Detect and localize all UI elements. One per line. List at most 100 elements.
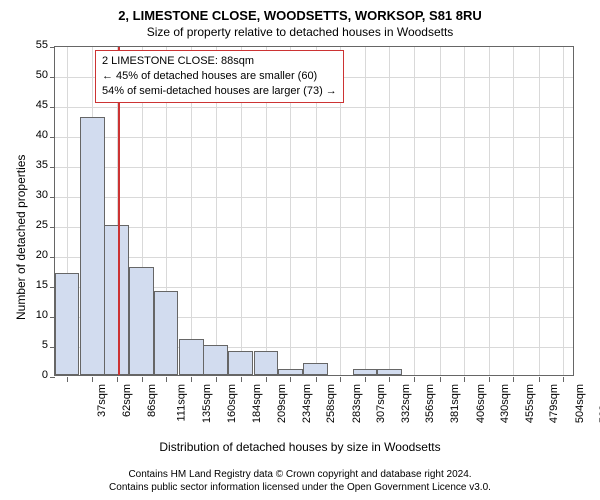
histogram-bar xyxy=(353,369,378,375)
grid-line-h xyxy=(55,137,573,138)
histogram-bar xyxy=(203,345,228,375)
grid-line-v xyxy=(464,47,465,375)
y-tick-mark xyxy=(50,227,55,228)
y-tick-label: 15 xyxy=(0,279,48,291)
histogram-bar xyxy=(104,225,129,375)
y-tick-label: 35 xyxy=(0,159,48,171)
y-tick-mark xyxy=(50,107,55,108)
grid-line-v xyxy=(414,47,415,375)
x-tick-label: 430sqm xyxy=(499,384,511,423)
y-tick-label: 45 xyxy=(0,99,48,111)
x-tick-mark xyxy=(290,377,291,382)
x-tick-label: 504sqm xyxy=(574,384,586,423)
x-tick-mark xyxy=(489,377,490,382)
info-box: 2 LIMESTONE CLOSE: 88sqm← 45% of detache… xyxy=(95,50,344,103)
y-axis-label: Number of detached properties xyxy=(14,155,28,320)
x-axis-label: Distribution of detached houses by size … xyxy=(0,440,600,454)
x-tick-label: 356sqm xyxy=(424,384,436,423)
histogram-bar xyxy=(254,351,279,375)
footer-line2: Contains public sector information licen… xyxy=(0,481,600,494)
x-tick-mark xyxy=(316,377,317,382)
histogram-bar xyxy=(129,267,154,375)
x-tick-label: 406sqm xyxy=(475,384,487,423)
x-tick-label: 234sqm xyxy=(301,384,313,423)
histogram-bar xyxy=(80,117,105,375)
x-tick-label: 160sqm xyxy=(226,384,238,423)
x-tick-label: 62sqm xyxy=(121,384,133,417)
histogram-bar xyxy=(228,351,253,375)
histogram-bar xyxy=(55,273,80,375)
y-tick-label: 50 xyxy=(0,69,48,81)
y-tick-label: 0 xyxy=(0,369,48,381)
x-tick-mark xyxy=(67,377,68,382)
histogram-bar xyxy=(154,291,179,375)
y-tick-mark xyxy=(50,377,55,378)
x-tick-label: 381sqm xyxy=(450,384,462,423)
y-tick-label: 10 xyxy=(0,309,48,321)
x-tick-mark xyxy=(389,377,390,382)
x-tick-label: 37sqm xyxy=(96,384,108,417)
x-tick-mark xyxy=(340,377,341,382)
x-tick-label: 86sqm xyxy=(146,384,158,417)
x-tick-label: 307sqm xyxy=(375,384,387,423)
y-tick-mark xyxy=(50,197,55,198)
x-tick-mark xyxy=(166,377,167,382)
y-tick-label: 20 xyxy=(0,249,48,261)
y-tick-mark xyxy=(50,77,55,78)
grid-line-v xyxy=(440,47,441,375)
chart-container: 2, LIMESTONE CLOSE, WOODSETTS, WORKSOP, … xyxy=(0,0,600,500)
y-tick-label: 30 xyxy=(0,189,48,201)
x-tick-mark xyxy=(216,377,217,382)
histogram-bar xyxy=(179,339,204,375)
histogram-bar xyxy=(303,363,328,375)
title-sub: Size of property relative to detached ho… xyxy=(0,23,600,39)
grid-line-h xyxy=(55,167,573,168)
x-tick-label: 209sqm xyxy=(276,384,288,423)
grid-line-v xyxy=(513,47,514,375)
y-tick-mark xyxy=(50,167,55,168)
grid-line-v xyxy=(489,47,490,375)
grid-line-v xyxy=(563,47,564,375)
y-tick-label: 5 xyxy=(0,339,48,351)
grid-line-v xyxy=(365,47,366,375)
x-tick-mark xyxy=(241,377,242,382)
x-tick-mark xyxy=(92,377,93,382)
info-box-line: 2 LIMESTONE CLOSE: 88sqm xyxy=(102,54,337,69)
histogram-bar xyxy=(377,369,402,375)
y-tick-mark xyxy=(50,137,55,138)
x-tick-mark xyxy=(142,377,143,382)
x-tick-mark xyxy=(563,377,564,382)
x-tick-mark xyxy=(191,377,192,382)
x-tick-mark xyxy=(464,377,465,382)
x-tick-mark xyxy=(365,377,366,382)
y-tick-mark xyxy=(50,257,55,258)
x-tick-mark xyxy=(539,377,540,382)
x-tick-label: 455sqm xyxy=(524,384,536,423)
info-box-line: 54% of semi-detached houses are larger (… xyxy=(102,84,337,99)
x-tick-label: 184sqm xyxy=(251,384,263,423)
footer: Contains HM Land Registry data © Crown c… xyxy=(0,468,600,494)
grid-line-h xyxy=(55,257,573,258)
y-tick-label: 25 xyxy=(0,219,48,231)
x-tick-mark xyxy=(513,377,514,382)
x-tick-label: 111sqm xyxy=(175,384,187,422)
y-tick-label: 55 xyxy=(0,39,48,51)
grid-line-h xyxy=(55,197,573,198)
grid-line-h xyxy=(55,107,573,108)
histogram-bar xyxy=(278,369,303,375)
x-tick-mark xyxy=(266,377,267,382)
x-tick-label: 283sqm xyxy=(351,384,363,423)
grid-line-v xyxy=(389,47,390,375)
footer-line1: Contains HM Land Registry data © Crown c… xyxy=(0,468,600,481)
y-tick-label: 40 xyxy=(0,129,48,141)
x-tick-mark xyxy=(414,377,415,382)
x-tick-label: 135sqm xyxy=(201,384,213,423)
grid-line-h xyxy=(55,227,573,228)
x-tick-label: 332sqm xyxy=(400,384,412,423)
x-tick-mark xyxy=(117,377,118,382)
info-box-line: ← 45% of detached houses are smaller (60… xyxy=(102,69,337,84)
x-tick-label: 479sqm xyxy=(549,384,561,423)
x-tick-mark xyxy=(440,377,441,382)
title-main: 2, LIMESTONE CLOSE, WOODSETTS, WORKSOP, … xyxy=(0,0,600,23)
y-tick-mark xyxy=(50,47,55,48)
